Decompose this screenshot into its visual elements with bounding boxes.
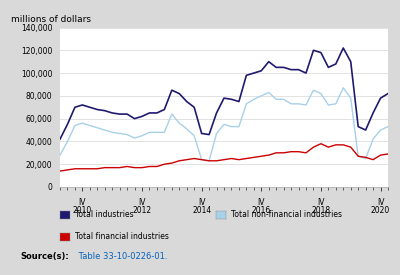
Text: 2020: 2020	[371, 206, 390, 215]
Text: IV: IV	[258, 198, 265, 207]
Text: IV: IV	[198, 198, 205, 207]
Text: Total financial industries: Total financial industries	[75, 232, 169, 241]
Text: Source(s):: Source(s):	[20, 252, 69, 261]
Text: IV: IV	[138, 198, 146, 207]
Text: IV: IV	[79, 198, 86, 207]
Text: IV: IV	[317, 198, 325, 207]
Text: 2010: 2010	[73, 206, 92, 215]
Text: 2018: 2018	[311, 206, 330, 215]
Text: Table 33-10-0226-01.: Table 33-10-0226-01.	[76, 252, 168, 261]
Text: millions of dollars: millions of dollars	[11, 15, 91, 24]
Text: Total industries: Total industries	[75, 210, 134, 219]
Text: 2016: 2016	[252, 206, 271, 215]
Text: IV: IV	[377, 198, 384, 207]
Text: Total non-financial industries: Total non-financial industries	[231, 210, 342, 219]
Text: 2012: 2012	[132, 206, 152, 215]
Text: 2014: 2014	[192, 206, 211, 215]
